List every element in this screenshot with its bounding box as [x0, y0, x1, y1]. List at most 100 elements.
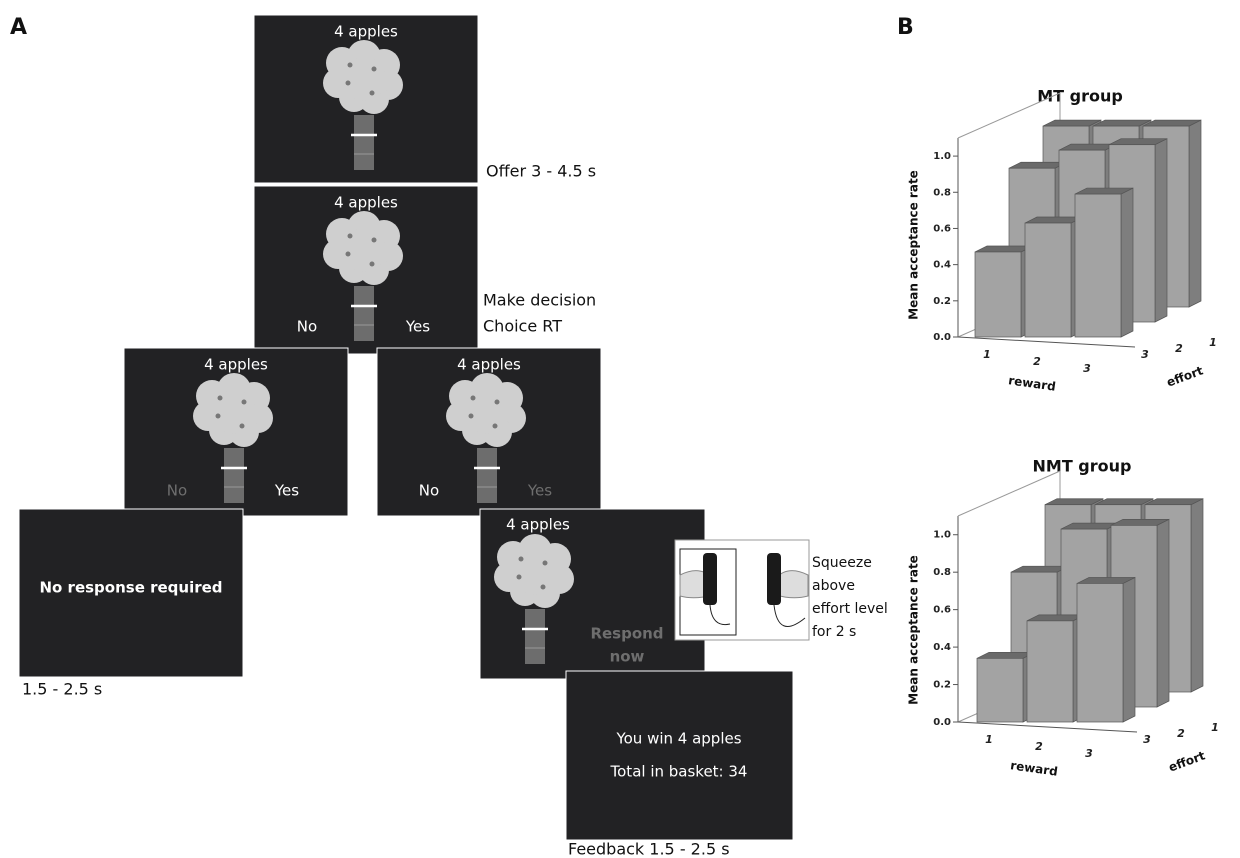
x-tick-label: 3 — [1083, 362, 1091, 375]
y-tick-label: 0.8 — [933, 187, 951, 198]
screen-heading: 4 apples — [457, 356, 521, 374]
z-tick-label: 2 — [1177, 727, 1185, 740]
screen-heading: 4 apples — [204, 356, 268, 374]
y-tick-label: 0.4 — [933, 260, 951, 271]
x-tick-label: 2 — [1033, 355, 1041, 368]
x-axis-label: reward — [1007, 373, 1056, 394]
prompt: Respond — [590, 625, 663, 643]
grip-illustration — [675, 540, 809, 640]
panel-label: B — [897, 15, 914, 40]
option-no: No — [297, 318, 317, 336]
y-axis-label: Mean acceptance rate — [907, 170, 921, 320]
trunk — [354, 286, 374, 341]
apple — [370, 91, 375, 96]
apple — [218, 396, 223, 401]
screen-heading: 4 apples — [334, 194, 398, 212]
z-tick-label: 3 — [1141, 348, 1149, 361]
x-tick-label: 1 — [985, 733, 993, 746]
y-tick-label: 0.6 — [933, 223, 951, 234]
bar — [1075, 194, 1121, 337]
apple — [495, 400, 500, 405]
z-axis-label: effort — [1165, 363, 1206, 389]
apple — [469, 414, 474, 419]
option-yes: Yes — [527, 482, 552, 500]
apple — [348, 234, 353, 239]
bar-side — [1191, 499, 1203, 692]
bar-side — [1121, 188, 1133, 337]
trunk — [525, 609, 545, 664]
apple — [346, 81, 351, 86]
prompt: now — [610, 648, 645, 666]
apple — [370, 262, 375, 267]
y-tick-label: 0.6 — [933, 605, 951, 616]
x-tick-label: 3 — [1085, 747, 1093, 760]
y-tick-label: 0.0 — [933, 332, 951, 343]
y-tick-label: 0.8 — [933, 567, 951, 578]
apple — [240, 424, 245, 429]
screen-message: You win 4 apples — [615, 730, 741, 748]
panel-label: A — [10, 15, 27, 40]
bar — [975, 252, 1021, 337]
screen-message: No response required — [39, 579, 222, 597]
z-tick-label: 3 — [1143, 733, 1151, 746]
apple — [519, 557, 524, 562]
y-tick-label: 0.0 — [933, 717, 951, 728]
caption: Make decision — [483, 291, 596, 310]
apple — [346, 252, 351, 257]
apple — [216, 414, 221, 419]
bar-side — [1189, 120, 1201, 307]
bar-side — [1157, 519, 1169, 707]
bar — [1025, 223, 1071, 337]
x-tick-label: 1 — [983, 348, 991, 361]
screen-message: Total in basket: 34 — [610, 763, 748, 781]
bar-side — [1155, 139, 1167, 322]
z-tick-label: 2 — [1175, 342, 1183, 355]
instruction: for 2 s — [812, 624, 856, 640]
caption: Choice RT — [483, 317, 562, 336]
y-axis-label: Mean acceptance rate — [907, 555, 921, 705]
apple — [493, 424, 498, 429]
bar-side — [1123, 577, 1135, 722]
y-tick-label: 0.4 — [933, 642, 951, 653]
instruction: Squeeze — [812, 555, 872, 571]
chart-title: MT group — [1037, 87, 1123, 106]
screen-heading: 4 apples — [506, 516, 570, 534]
apple — [372, 67, 377, 72]
y-tick-label: 1.0 — [933, 530, 951, 541]
z-axis-label: effort — [1167, 748, 1208, 774]
z-tick-label: 1 — [1211, 721, 1219, 734]
option-yes: Yes — [274, 482, 299, 500]
caption: 1.5 - 2.5 s — [22, 680, 102, 699]
apple — [471, 396, 476, 401]
caption: Offer 3 - 4.5 s — [486, 162, 596, 181]
apple — [242, 400, 247, 405]
axis-line — [958, 722, 1137, 732]
x-axis-label: reward — [1009, 758, 1058, 779]
figure: A B 4 apples Offer 3 - 4.5 s 4 apples No… — [0, 0, 1240, 858]
y-tick-label: 0.2 — [933, 680, 951, 691]
instruction: above — [812, 578, 855, 594]
option-no: No — [167, 482, 187, 500]
y-tick-label: 1.0 — [933, 151, 951, 162]
y-tick-label: 0.2 — [933, 296, 951, 307]
trunk — [224, 448, 244, 503]
axis-line — [958, 337, 1135, 347]
chart-title: NMT group — [1033, 457, 1132, 476]
bar — [977, 658, 1023, 722]
apple — [541, 585, 546, 590]
option-yes: Yes — [405, 318, 430, 336]
apple — [372, 238, 377, 243]
z-tick-label: 1 — [1209, 336, 1217, 349]
apple — [348, 63, 353, 68]
caption: Feedback 1.5 - 2.5 s — [568, 840, 730, 858]
option-no: No — [419, 482, 439, 500]
instruction: effort level — [812, 601, 888, 617]
trunk — [354, 115, 374, 170]
x-tick-label: 2 — [1035, 740, 1043, 753]
screen-heading: 4 apples — [334, 23, 398, 41]
bar — [1077, 583, 1123, 722]
trunk — [477, 448, 497, 503]
apple — [543, 561, 548, 566]
screen — [566, 671, 793, 840]
apple — [517, 575, 522, 580]
